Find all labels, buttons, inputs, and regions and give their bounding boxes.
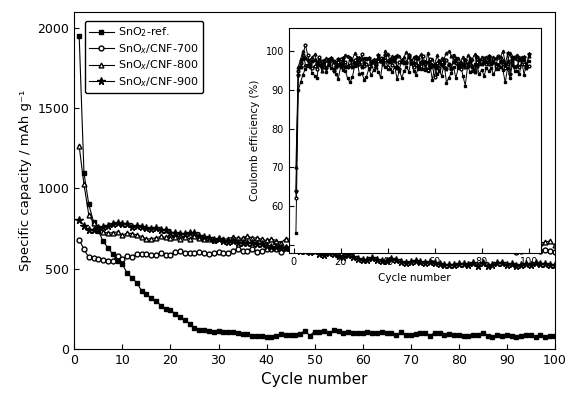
SnO$_x$/CNF-700 bbox=[551, 249, 558, 254]
SnO$_x$/CNF-800 bbox=[551, 243, 558, 248]
SnO$_2$-ref. bbox=[167, 308, 174, 312]
Legend: SnO$_2$-ref., SnO$_x$/CNF-700, SnO$_x$/CNF-800, SnO$_x$/CNF-900: SnO$_2$-ref., SnO$_x$/CNF-700, SnO$_x$/C… bbox=[85, 21, 203, 93]
SnO$_x$/CNF-800 bbox=[167, 235, 174, 240]
Line: SnO$_2$-ref.: SnO$_2$-ref. bbox=[77, 33, 557, 340]
X-axis label: Cycle number: Cycle number bbox=[261, 372, 368, 387]
SnO$_x$/CNF-800 bbox=[527, 239, 534, 244]
SnO$_x$/CNF-700 bbox=[532, 248, 539, 253]
SnO$_2$-ref. bbox=[325, 331, 332, 336]
SnO$_x$/CNF-900 bbox=[359, 257, 366, 262]
SnO$_x$/CNF-900 bbox=[532, 260, 539, 265]
SnO$_x$/CNF-900 bbox=[76, 217, 82, 222]
SnO$_x$/CNF-700 bbox=[109, 258, 116, 263]
Line: SnO$_x$/CNF-800: SnO$_x$/CNF-800 bbox=[77, 144, 557, 248]
SnO$_x$/CNF-900 bbox=[551, 263, 558, 267]
SnO$_x$/CNF-900 bbox=[513, 263, 520, 268]
SnO$_x$/CNF-700 bbox=[325, 245, 332, 250]
SnO$_2$-ref. bbox=[263, 335, 270, 340]
Y-axis label: Coulomb efficiency (%): Coulomb efficiency (%) bbox=[250, 80, 260, 201]
SnO$_x$/CNF-700 bbox=[76, 237, 82, 242]
SnO$_x$/CNF-800 bbox=[359, 239, 366, 244]
SnO$_x$/CNF-800 bbox=[513, 239, 520, 244]
Line: SnO$_x$/CNF-700: SnO$_x$/CNF-700 bbox=[77, 237, 557, 263]
SnO$_2$-ref. bbox=[186, 321, 193, 326]
SnO$_x$/CNF-800 bbox=[76, 144, 82, 149]
Line: SnO$_x$/CNF-900: SnO$_x$/CNF-900 bbox=[76, 216, 559, 270]
SnO$_2$-ref. bbox=[364, 330, 371, 334]
SnO$_x$/CNF-700 bbox=[364, 243, 371, 248]
SnO$_2$-ref. bbox=[551, 334, 558, 338]
SnO$_x$/CNF-700 bbox=[191, 251, 198, 256]
SnO$_x$/CNF-800 bbox=[186, 236, 193, 241]
SnO$_x$/CNF-900 bbox=[167, 231, 174, 236]
SnO$_x$/CNF-900 bbox=[321, 253, 328, 258]
SnO$_x$/CNF-800 bbox=[321, 238, 328, 243]
X-axis label: Cycle number: Cycle number bbox=[379, 273, 451, 283]
SnO$_x$/CNF-700 bbox=[518, 249, 525, 253]
SnO$_x$/CNF-900 bbox=[518, 262, 525, 267]
SnO$_2$-ref. bbox=[532, 334, 539, 339]
SnO$_2$-ref. bbox=[76, 33, 82, 38]
SnO$_2$-ref. bbox=[518, 334, 525, 338]
SnO$_x$/CNF-700 bbox=[172, 249, 178, 254]
Y-axis label: Specific capacity / mAh g⁻¹: Specific capacity / mAh g⁻¹ bbox=[19, 90, 32, 271]
SnO$_x$/CNF-900 bbox=[186, 231, 193, 235]
